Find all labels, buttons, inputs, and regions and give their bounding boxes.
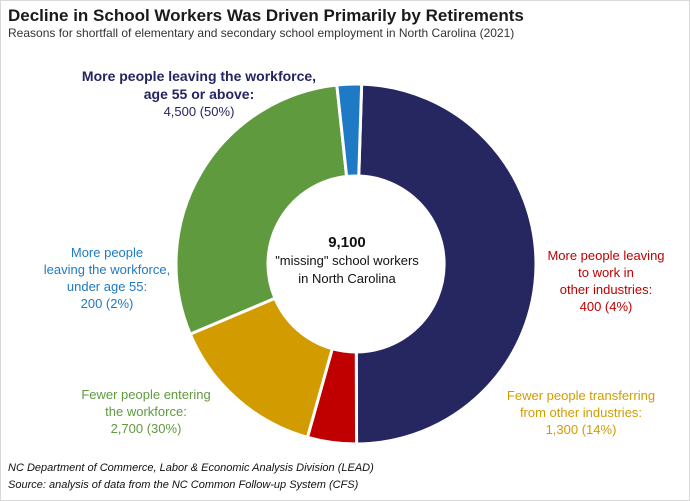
slice-label-under-55-line-1: More people [70,245,144,260]
slice-label-55-plus-line-2: age 55 or above: [143,86,255,102]
slice-label-transferring-value: 1,300 (14%) [545,422,617,437]
slice-label-under-55-value: 200 (2%) [80,296,134,311]
slice-label-entering-line-1: Fewer people entering [81,387,211,402]
center-total-value: 9,100 [328,234,366,251]
slice-55-plus [354,82,538,446]
center-line-2: in North Carolina [298,271,396,286]
slice-label-55-plus: More people leaving the workforce, age 5… [59,67,339,120]
slice-label-under-55-line-3: under age 55: [66,279,148,294]
slice-label-transferring: Fewer people transferring from other ind… [481,387,681,438]
footer-line-1: NC Department of Commerce, Labor & Econo… [8,462,374,474]
slice-label-other-industries: More people leaving to work in other ind… [536,247,676,315]
chart-footer: NC Department of Commerce, Labor & Econo… [8,460,374,494]
slice-label-other-industries-line-3: other industries: [559,282,653,297]
slice-label-entering: Fewer people entering the workforce: 2,7… [61,386,231,437]
slice-label-transferring-line-2: from other industries: [519,405,643,420]
donut-slices [174,82,538,446]
center-line-1: "missing" school workers [275,253,419,268]
slice-label-55-plus-value: 4,500 (50%) [163,104,235,119]
slice-label-under-55-line-2: leaving the workforce, [43,262,171,277]
slice-label-under-55: More people leaving the workforce, under… [27,244,187,312]
slice-label-other-industries-value: 400 (4%) [579,299,633,314]
slice-under-55 [335,82,364,178]
chart-subtitle: Reasons for shortfall of elementary and … [8,26,515,40]
footer-line-2: Source: analysis of data from the NC Com… [8,479,359,491]
slice-entering [174,83,349,336]
donut-center-label: 9,100 "missing" school workers in North … [257,233,437,288]
slice-label-entering-value: 2,700 (30%) [110,421,182,436]
slice-label-other-industries-line-2: to work in [578,265,634,280]
slice-label-55-plus-line-1: More people leaving the workforce, [81,68,317,84]
slice-label-entering-line-2: the workforce: [105,404,187,419]
slice-label-transferring-line-1: Fewer people transferring [506,388,656,403]
slice-label-other-industries-line-1: More people leaving [547,248,665,263]
chart-title: Decline in School Workers Was Driven Pri… [8,6,524,25]
